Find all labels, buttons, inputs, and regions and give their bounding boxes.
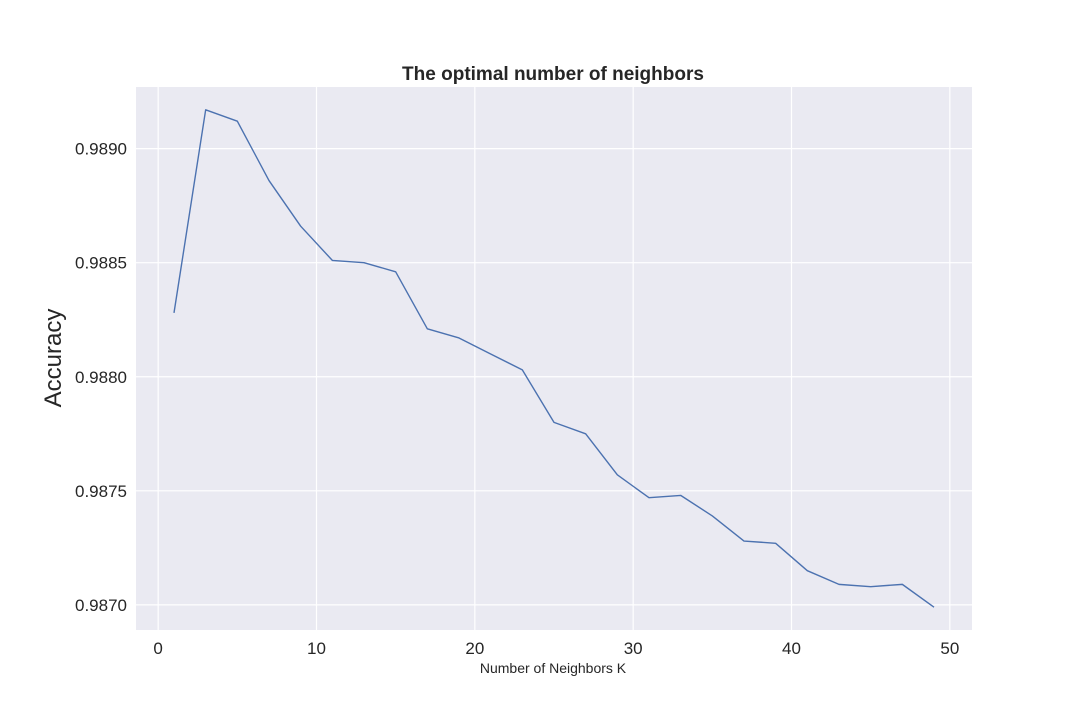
accuracy-series-line [173,109,935,608]
y-tick-label: 0.9870 [75,596,127,615]
x-axis-ticks: 0 10 20 30 40 50 [153,639,959,658]
chart-title: The optimal number of neighbors [402,64,704,85]
x-tick-label: 50 [940,639,959,658]
y-tick-label: 0.9885 [75,254,127,273]
x-tick-label: 10 [307,639,326,658]
series-layer [173,109,935,608]
y-tick-label: 0.9880 [75,368,127,387]
y-axis-ticks: 0.9870 0.9875 0.9880 0.9885 0.9890 [75,140,127,615]
x-tick-label: 30 [624,639,643,658]
x-axis-label: Number of Neighbors K [480,660,627,676]
grid-lines [136,87,972,630]
x-tick-label: 40 [782,639,801,658]
y-tick-label: 0.9890 [75,140,127,159]
y-tick-label: 0.9875 [75,482,127,501]
y-axis-label: Accuracy [40,309,67,408]
x-tick-label: 0 [153,639,162,658]
plot-background [136,87,972,630]
x-tick-label: 20 [465,639,484,658]
